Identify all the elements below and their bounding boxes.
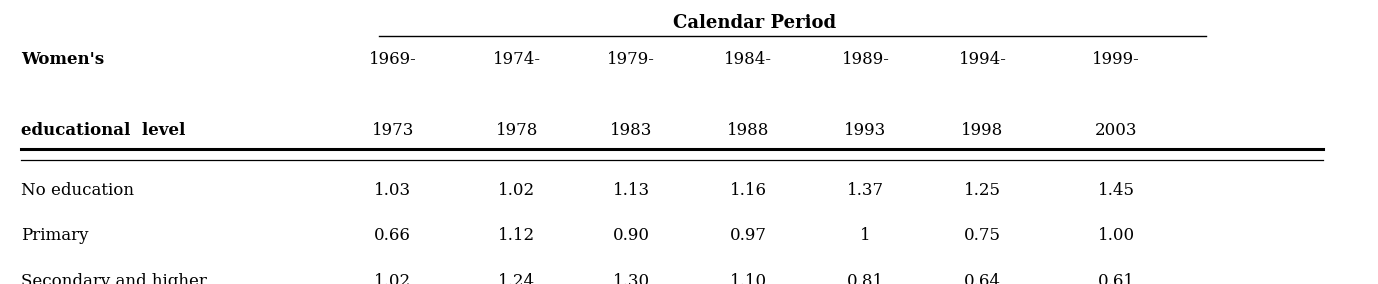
Text: 1.16: 1.16 [730,182,766,199]
Text: 1.45: 1.45 [1098,182,1134,199]
Text: 1998: 1998 [962,122,1003,139]
Text: Secondary and higher: Secondary and higher [21,273,207,284]
Text: 1993: 1993 [845,122,886,139]
Text: 1.10: 1.10 [730,273,766,284]
Text: 0.66: 0.66 [375,227,411,244]
Text: 1989-: 1989- [842,51,889,68]
Text: educational  level: educational level [21,122,185,139]
Text: 1974-: 1974- [493,51,540,68]
Text: 1983: 1983 [610,122,652,139]
Text: 1969-: 1969- [369,51,416,68]
Text: Women's: Women's [21,51,103,68]
Text: 1.02: 1.02 [375,273,411,284]
Text: 1979-: 1979- [608,51,655,68]
Text: 1.25: 1.25 [965,182,1000,199]
Text: 0.90: 0.90 [613,227,649,244]
Text: Primary: Primary [21,227,88,244]
Text: 0.61: 0.61 [1098,273,1134,284]
Text: 1978: 1978 [496,122,537,139]
Text: 1.00: 1.00 [1098,227,1134,244]
Text: 1.13: 1.13 [613,182,649,199]
Text: 1988: 1988 [728,122,769,139]
Text: 1.30: 1.30 [613,273,649,284]
Text: No education: No education [21,182,134,199]
Text: 1973: 1973 [372,122,413,139]
Text: 1984-: 1984- [725,51,772,68]
Text: 1.24: 1.24 [499,273,535,284]
Text: 1999-: 1999- [1093,51,1140,68]
Text: 0.64: 0.64 [965,273,1000,284]
Text: 0.75: 0.75 [965,227,1000,244]
Text: 1.03: 1.03 [375,182,411,199]
Text: 1.02: 1.02 [499,182,535,199]
Text: Calendar Period: Calendar Period [672,14,836,32]
Text: 2003: 2003 [1096,122,1137,139]
Text: 1.37: 1.37 [847,182,883,199]
Text: 1.12: 1.12 [499,227,535,244]
Text: 1: 1 [860,227,871,244]
Text: 0.81: 0.81 [847,273,883,284]
Text: 0.97: 0.97 [730,227,766,244]
Text: 1994-: 1994- [959,51,1006,68]
